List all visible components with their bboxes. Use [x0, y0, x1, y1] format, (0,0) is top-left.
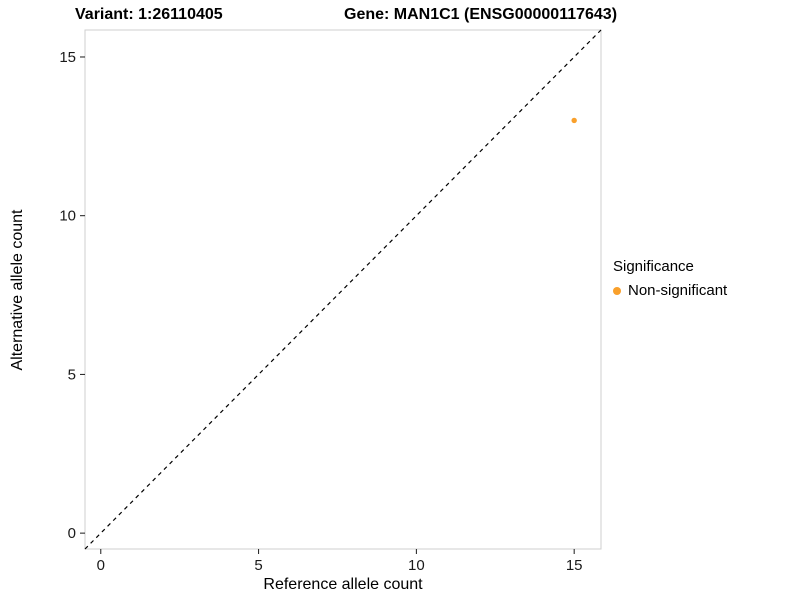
axis-ticks-group: 0 5 10 15 0 5 10 15 — [59, 49, 582, 574]
legend-title: Significance — [613, 258, 694, 275]
legend: Significance Non-significant — [613, 258, 727, 299]
identity-line-group — [84, 29, 602, 550]
y-tick-label: 5 — [68, 366, 76, 383]
y-tick-label: 10 — [59, 208, 76, 225]
non-significant-dot-icon — [613, 286, 621, 295]
y-tick-label: 15 — [59, 49, 76, 66]
legend-entry-label: Non-significant — [628, 282, 728, 299]
y-tick-label: 0 — [68, 525, 76, 542]
data-point — [571, 117, 577, 124]
y-axis-title: Alternative allele count — [9, 209, 26, 371]
identity-line — [84, 29, 602, 550]
x-tick-label: 15 — [566, 557, 583, 574]
variant-title: Variant: 1:26110405 — [75, 6, 223, 23]
x-tick-label: 0 — [97, 557, 105, 574]
x-tick-label: 5 — [254, 557, 262, 574]
data-points-group — [571, 117, 577, 124]
legend-entry: Non-significant — [613, 282, 727, 299]
x-axis-title: Reference allele count — [263, 576, 423, 593]
x-tick-label: 10 — [408, 557, 425, 574]
gene-title: Gene: MAN1C1 (ENSG00000117643) — [344, 6, 618, 23]
